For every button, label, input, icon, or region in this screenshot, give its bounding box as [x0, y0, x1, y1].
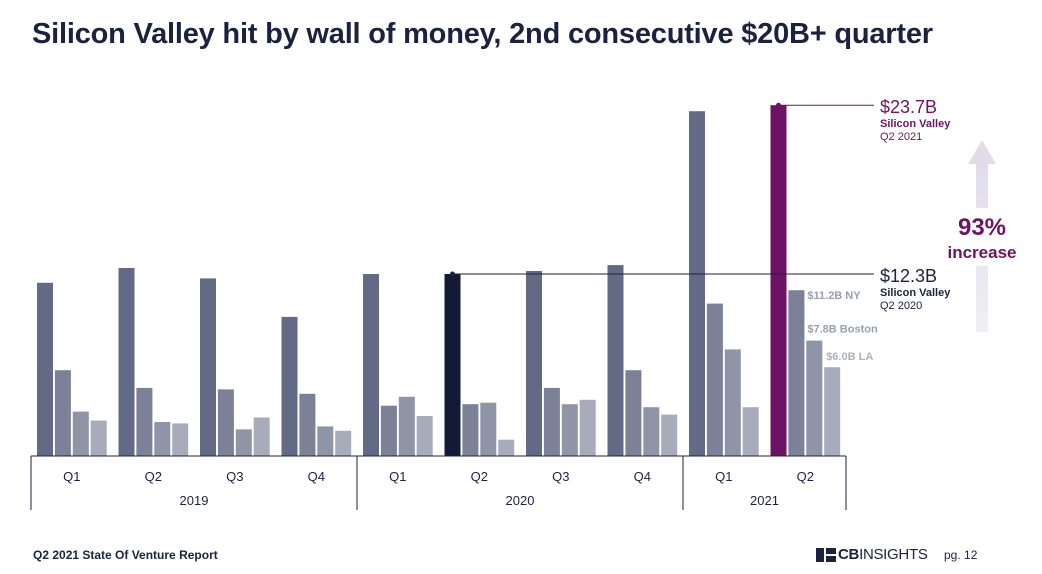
bar-ny-9: [788, 290, 805, 456]
x-tick-label-2020-Q3: Q3: [552, 469, 569, 484]
bar-silicon-valley-1: [118, 268, 135, 456]
bar-ny-6: [543, 387, 560, 456]
bar-la-1: [172, 423, 189, 456]
sv-2021-series-label: Silicon Valley: [880, 118, 951, 130]
bar-silicon-valley-0: [37, 282, 53, 456]
x-year-label-2019: 2019: [180, 493, 209, 508]
sv-2021-value-label: $23.7B: [880, 97, 937, 117]
bar-boston-8: [724, 349, 741, 456]
cb-insights-logo: CBINSIGHTS: [816, 546, 928, 563]
bar-silicon-valley-5: [444, 274, 461, 456]
bar-ny-4: [380, 405, 397, 456]
bar-ny-2: [217, 389, 234, 456]
bar-boston-3: [317, 426, 334, 456]
sv-2020-value-label: $12.3B: [880, 266, 937, 286]
logo-text-light: INSIGHTS: [859, 546, 928, 563]
bar-boston-4: [398, 396, 415, 456]
x-year-label-2021: 2021: [750, 493, 779, 508]
bar-boston-1: [154, 422, 171, 456]
bar-boston-2: [235, 429, 252, 456]
bar-silicon-valley-4: [363, 274, 379, 456]
logo-text: CBINSIGHTS: [838, 546, 928, 563]
page-title: Silicon Valley hit by wall of money, 2nd…: [32, 18, 933, 50]
bar-boston-6: [561, 404, 578, 456]
ny-value-label: $11.2B NY: [807, 290, 861, 302]
sv-2020-series-label: Silicon Valley: [880, 287, 951, 299]
bar-ny-0: [54, 370, 71, 456]
bar-la-2: [253, 417, 270, 456]
bar-la-4: [416, 416, 433, 456]
bar-boston-9: [806, 340, 823, 456]
bar-silicon-valley-3: [281, 316, 298, 456]
bar-silicon-valley-8: [689, 111, 705, 456]
bar-boston-7: [643, 407, 660, 456]
bar-silicon-valley-2: [200, 278, 216, 456]
bar-silicon-valley-9: [770, 105, 787, 456]
bars-group: [37, 105, 841, 456]
sv-2021-period-label: Q2 2021: [880, 131, 922, 143]
increase-percent-label: 93%: [958, 214, 1006, 241]
bar-silicon-valley-7: [607, 265, 624, 456]
increase-label-background: [944, 208, 1020, 266]
bar-la-9: [824, 367, 841, 456]
bar-ny-3: [299, 393, 316, 456]
sv-2021-marker: [776, 102, 781, 108]
boston-value-label: $7.8B Boston: [807, 324, 878, 336]
x-tick-label-2020-Q1: Q1: [389, 469, 406, 484]
bar-silicon-valley-6: [526, 271, 542, 456]
bar-la-6: [579, 399, 596, 456]
x-tick-label-2019-Q4: Q4: [308, 469, 325, 484]
x-tick-label-2020-Q4: Q4: [634, 469, 651, 484]
bar-boston-0: [72, 411, 89, 456]
x-tick-label-2021-Q1: Q1: [715, 469, 732, 484]
x-tick-label-2021-Q2: Q2: [797, 469, 814, 484]
bar-boston-5: [480, 402, 497, 456]
x-tick-label-2019-Q2: Q2: [145, 469, 162, 484]
bar-ny-7: [625, 370, 642, 456]
logo-text-bold: CB: [838, 546, 860, 563]
la-value-label: $6.0B LA: [826, 351, 873, 363]
x-tick-label-2020-Q2: Q2: [471, 469, 488, 484]
increase-word-label: increase: [948, 243, 1017, 262]
bar-la-0: [90, 420, 107, 456]
sv-2020-period-label: Q2 2020: [880, 300, 922, 312]
bar-ny-5: [462, 404, 479, 456]
bar-la-5: [498, 439, 515, 456]
bar-ny-8: [706, 303, 723, 456]
cb-logo-mark-icon: [816, 547, 836, 562]
bar-la-8: [742, 407, 759, 456]
footer-report-title: Q2 2021 State Of Venture Report: [33, 548, 218, 562]
x-tick-label-2019-Q3: Q3: [226, 469, 243, 484]
bar-ny-1: [136, 387, 153, 456]
x-axis-group: Q1 Q2 Q3 Q4 2019 Q1 Q2 Q3 Q4 2020 Q1 Q2 2021: [30, 455, 847, 510]
bar-la-7: [661, 414, 678, 456]
page-number: pg. 12: [944, 548, 978, 562]
x-year-label-2020: 2020: [506, 493, 535, 508]
bar-la-3: [335, 430, 352, 456]
x-tick-label-2019-Q1: Q1: [63, 469, 80, 484]
sv-2020-marker: [450, 271, 455, 277]
